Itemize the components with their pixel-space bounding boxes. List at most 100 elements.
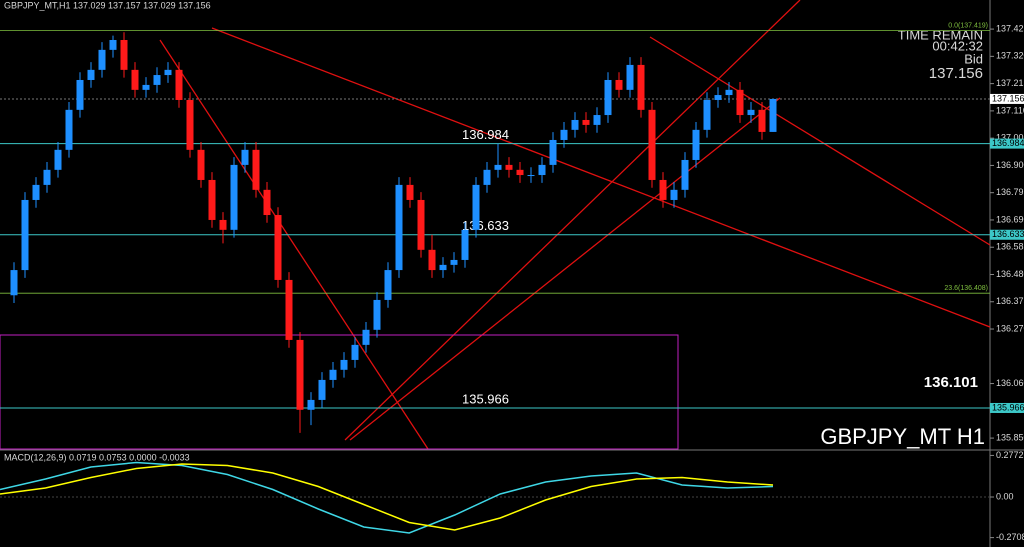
candle-body <box>725 89 733 96</box>
candle-body <box>659 179 667 200</box>
level-tag <box>990 229 1024 240</box>
candle-body <box>450 259 458 265</box>
bid-label: Bid <box>964 51 983 66</box>
candle-body <box>230 164 238 230</box>
bid-value: 137.156 <box>929 65 983 82</box>
y-tick-label: 136.795 <box>996 187 1024 197</box>
candle-body <box>747 109 755 116</box>
candle-body <box>296 339 304 410</box>
level-tag-label: 135.966 <box>992 402 1024 412</box>
candle-body <box>758 109 766 132</box>
y-tick-label: 137.320 <box>996 51 1024 61</box>
candle-body <box>472 184 480 230</box>
candle-body <box>362 329 370 345</box>
trend-lines <box>159 0 991 450</box>
candle-body <box>714 95 722 100</box>
candle-body <box>494 164 502 170</box>
y-tick-label: 136.060 <box>996 378 1024 388</box>
time-remain: 00:42:32 <box>932 38 983 53</box>
candle-body <box>76 79 84 110</box>
y-tick-label: 136.900 <box>996 160 1024 170</box>
candle-body <box>384 270 392 300</box>
candle-body <box>186 99 194 150</box>
y-tick-label: 137.425 <box>996 23 1024 33</box>
level-tag-label: 136.984 <box>992 138 1024 148</box>
candle-body <box>10 270 18 296</box>
candle-body <box>21 199 29 271</box>
candle-body <box>252 149 260 190</box>
y-tick-label: 136.480 <box>996 269 1024 279</box>
candle-body <box>373 299 381 330</box>
y-tick-label: 136.690 <box>996 214 1024 224</box>
candle-body <box>527 175 535 177</box>
candle-body <box>175 69 183 100</box>
level-tag-label: 136.633 <box>992 229 1024 239</box>
candle-body <box>142 84 150 90</box>
candle-body <box>549 139 557 165</box>
y-tick-label: 137.005 <box>996 133 1024 143</box>
candle-body <box>406 184 414 200</box>
trend-line <box>159 39 429 450</box>
candle-body <box>417 199 425 250</box>
y-tick-label: -0.2708 <box>996 532 1024 542</box>
candle-body <box>439 264 447 271</box>
macd-line <box>0 463 774 531</box>
candle-body <box>582 119 590 125</box>
candle-body <box>131 69 139 90</box>
y-tick-label: 0.2772 <box>996 450 1024 460</box>
level-tag <box>990 402 1024 413</box>
candle-body <box>681 159 689 190</box>
candle-body <box>340 359 348 370</box>
time-remain-label: TIME REMAIN <box>898 27 983 42</box>
candle-body <box>197 149 205 180</box>
chart-title: GBPJPY_MT,H1 137.029 137.157 137.029 137… <box>4 0 211 10</box>
candle-body <box>241 149 249 165</box>
y-tick-label: 137.110 <box>996 105 1024 115</box>
candle-body <box>87 69 95 80</box>
candle-body <box>615 79 623 90</box>
candle-body <box>637 64 645 110</box>
candle-body <box>208 179 216 220</box>
candle-body <box>461 229 469 260</box>
y-tick-label: 136.585 <box>996 242 1024 252</box>
candle-body <box>538 164 546 176</box>
level-label: 136.984 <box>462 127 509 142</box>
y-tick-label: 135.850 <box>996 432 1024 442</box>
candle-body <box>120 39 128 70</box>
bid-tag-label: 137.156 <box>992 93 1024 103</box>
candle-body <box>571 119 579 130</box>
y-tick-label: 136.270 <box>996 323 1024 333</box>
candle-body <box>65 109 73 150</box>
candle-body <box>329 369 337 380</box>
candle-body <box>670 189 678 200</box>
candle-body <box>263 189 271 216</box>
candle-body <box>648 109 656 180</box>
candle-body <box>219 219 227 230</box>
y-tick-label: 0.00 <box>996 491 1014 501</box>
level-tag <box>990 138 1024 149</box>
candle-body <box>109 39 117 50</box>
trend-line <box>649 36 991 246</box>
candle-body <box>626 64 634 90</box>
candle-body <box>593 115 601 125</box>
candle-body <box>54 149 62 170</box>
macd-title: MACD(12,26,9) 0.0719 0.0753 0.0000 -0.00… <box>4 452 190 462</box>
y-tick-label: 137.215 <box>996 78 1024 88</box>
candle-body <box>703 99 711 130</box>
level-label: 135.966 <box>462 391 509 406</box>
candle-body <box>692 129 700 160</box>
candle-body <box>560 129 568 140</box>
candle-body <box>351 344 359 360</box>
y-tick-label: 136.375 <box>996 296 1024 306</box>
candle-body <box>32 184 40 200</box>
symbol-label: GBPJPY_MT H1 <box>820 424 985 449</box>
candle-body <box>318 379 326 400</box>
candle-body <box>428 249 436 271</box>
candle-body <box>274 215 282 280</box>
candle-body <box>483 169 491 185</box>
bid-tag <box>990 93 1024 104</box>
trend-line <box>344 0 801 441</box>
candle-body <box>395 184 403 271</box>
